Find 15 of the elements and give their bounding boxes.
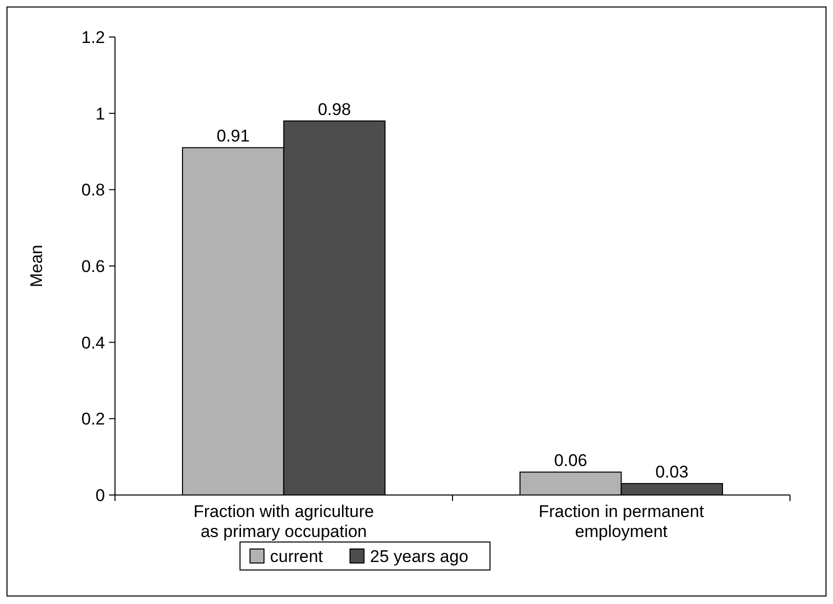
legend-label: 25 years ago xyxy=(370,546,468,566)
y-tick-label: 0.8 xyxy=(81,180,105,200)
legend-label: current xyxy=(270,546,324,566)
data-label: 0.06 xyxy=(554,451,588,470)
y-tick-label: 0 xyxy=(96,486,105,505)
y-tick-label: 1 xyxy=(96,104,105,124)
data-label: 0.91 xyxy=(216,126,250,146)
data-label: 0.98 xyxy=(318,100,351,119)
y-tick-label: 1.2 xyxy=(81,28,105,47)
y-tick-label: 0.2 xyxy=(81,410,105,429)
y-tick-label: 0.4 xyxy=(81,333,105,352)
y-axis-title: Mean xyxy=(27,244,46,288)
y-tick-label: 0.6 xyxy=(81,256,105,276)
x-tick-label: Fraction in permanent employment xyxy=(538,502,704,541)
data-label: 0.03 xyxy=(655,462,688,482)
